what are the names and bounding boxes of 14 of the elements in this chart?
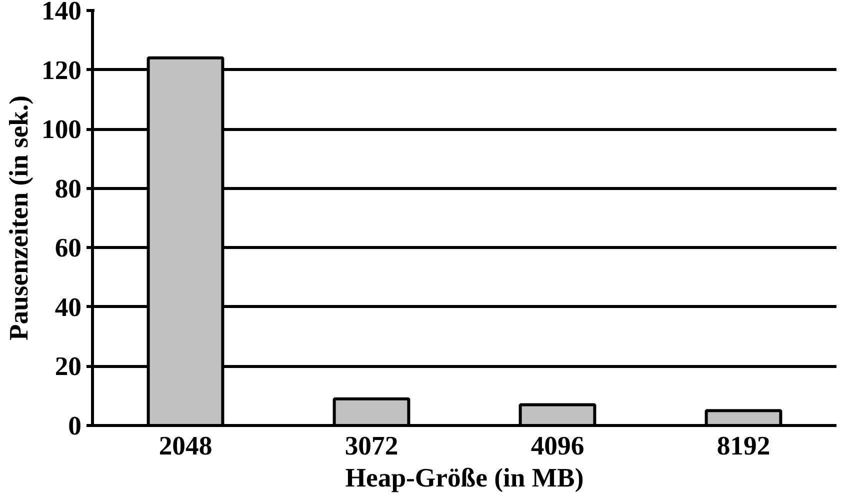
y-tick-label: 20 — [54, 351, 82, 382]
x-tick-label: 2048 — [158, 430, 212, 460]
x-tick-label: 8192 — [716, 430, 770, 460]
y-tick-label: 100 — [42, 114, 82, 144]
x-tick-label: 3072 — [344, 430, 398, 460]
y-axis-title: Pausenzeiten (in sek.) — [4, 95, 34, 341]
x-axis-title: Heap-Größe (in MB) — [345, 462, 584, 492]
y-tick-label: 80 — [54, 173, 82, 204]
y-tick-label: 0 — [68, 410, 82, 440]
y-tick-label: 120 — [42, 54, 82, 85]
y-tick-label: 140 — [42, 0, 82, 26]
y-tick-label: 40 — [54, 292, 82, 322]
y-tick-label: 60 — [54, 232, 82, 263]
x-tick-label: 4096 — [530, 430, 584, 460]
